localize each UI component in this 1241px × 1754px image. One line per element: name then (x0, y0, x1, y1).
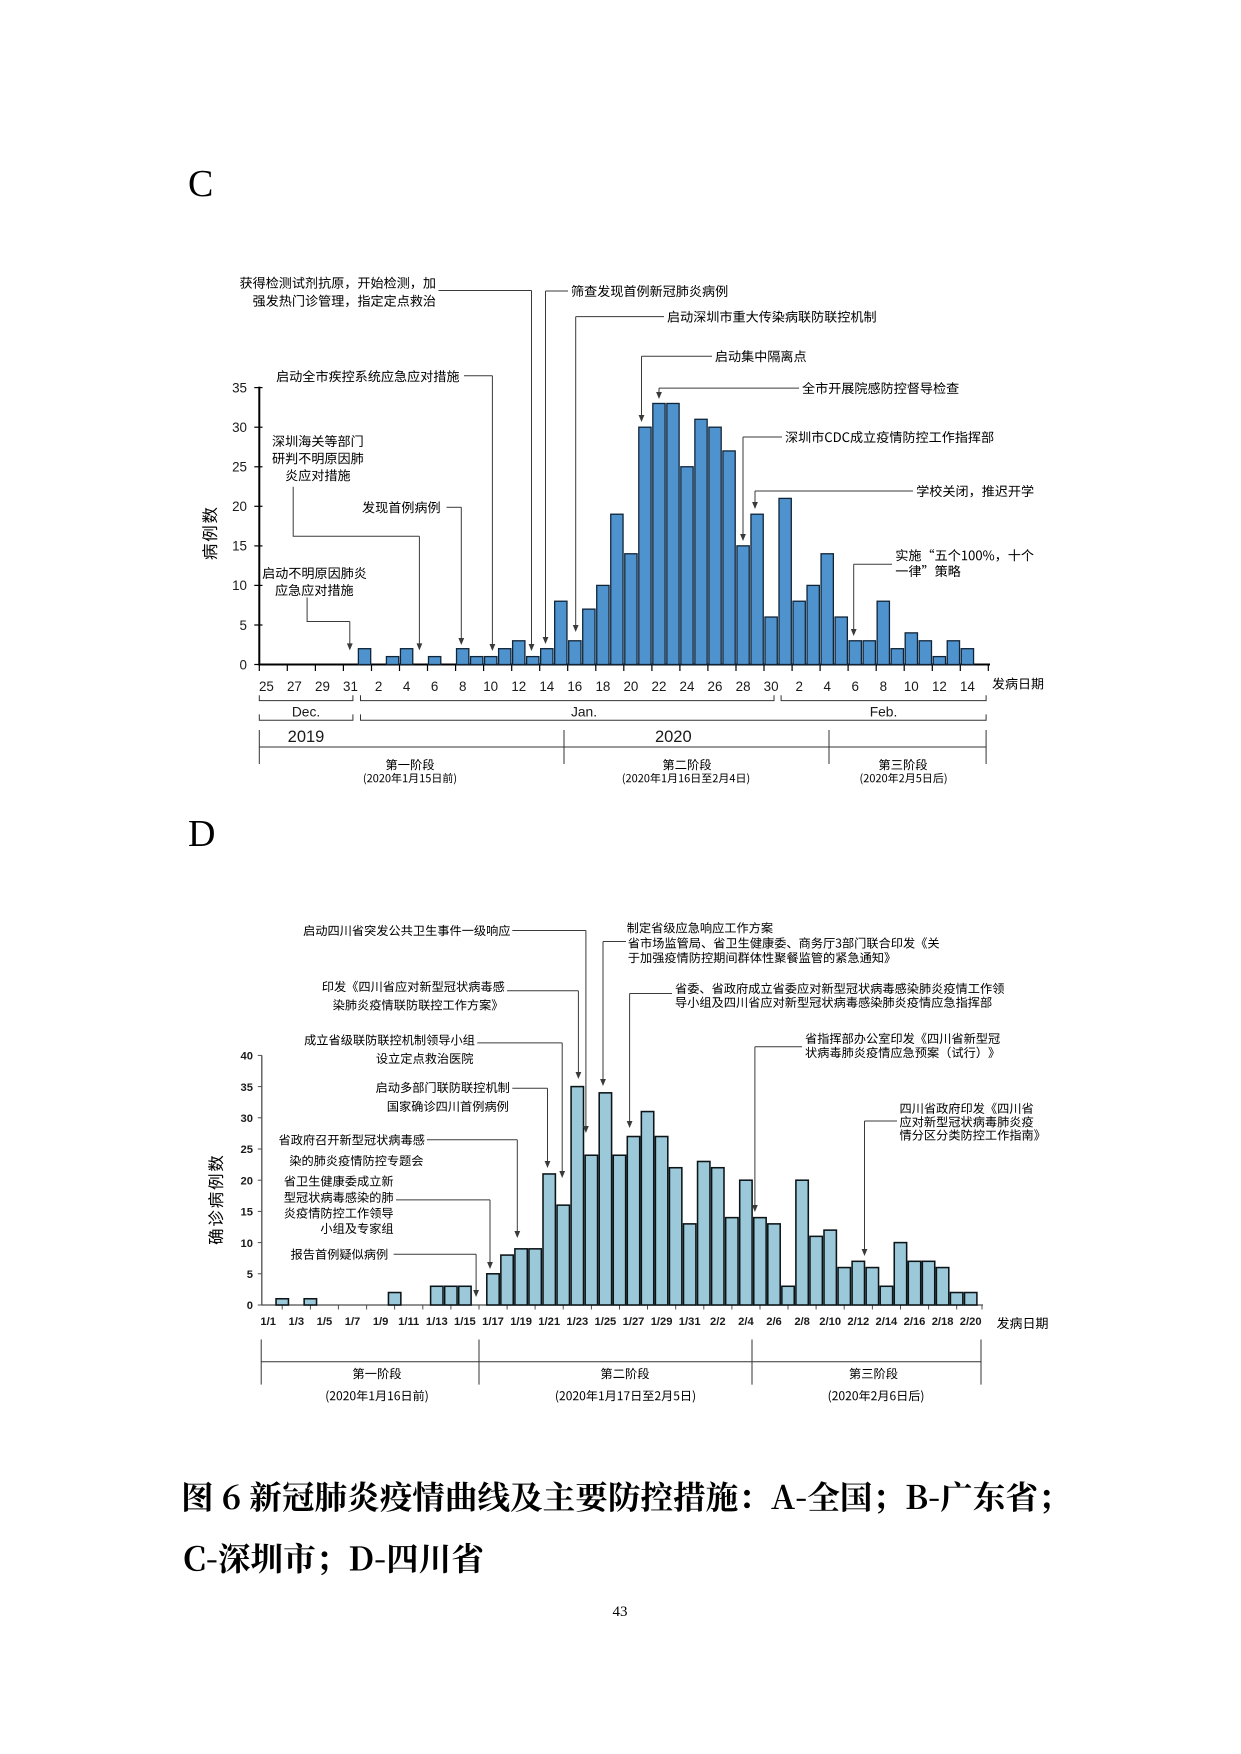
svg-text:Jan.: Jan. (571, 705, 597, 720)
svg-text:1/27: 1/27 (623, 1316, 645, 1328)
svg-text:8: 8 (880, 679, 887, 694)
svg-text:5: 5 (247, 1269, 253, 1281)
svg-text:1/21: 1/21 (538, 1316, 560, 1328)
svg-text:4: 4 (403, 679, 411, 694)
svg-text:30: 30 (241, 1113, 253, 1125)
svg-text:24: 24 (680, 679, 695, 694)
svg-text:2/16: 2/16 (904, 1316, 926, 1328)
svg-text:2/12: 2/12 (847, 1316, 869, 1328)
svg-text:14: 14 (960, 679, 975, 694)
svg-text:C: C (188, 163, 213, 205)
svg-text:1/25: 1/25 (595, 1316, 617, 1328)
svg-text:1/1: 1/1 (260, 1316, 276, 1328)
svg-text:1/13: 1/13 (426, 1316, 448, 1328)
svg-text:2/20: 2/20 (960, 1316, 982, 1328)
svg-text:2/14: 2/14 (876, 1316, 899, 1328)
svg-text:1/9: 1/9 (373, 1316, 389, 1328)
svg-text:1/7: 1/7 (345, 1316, 361, 1328)
svg-text:1/3: 1/3 (289, 1316, 305, 1328)
svg-text:30: 30 (232, 420, 247, 435)
svg-text:20: 20 (232, 499, 247, 514)
svg-text:10: 10 (483, 679, 498, 694)
svg-text:30: 30 (764, 679, 779, 694)
svg-text:1/5: 1/5 (317, 1316, 333, 1328)
svg-text:29: 29 (315, 679, 330, 694)
svg-text:1/15: 1/15 (454, 1316, 476, 1328)
svg-text:Feb.: Feb. (870, 705, 898, 720)
svg-text:10: 10 (241, 1238, 253, 1250)
svg-text:1/31: 1/31 (679, 1316, 701, 1328)
svg-text:6: 6 (851, 679, 858, 694)
svg-text:25: 25 (232, 460, 247, 475)
svg-text:2/2: 2/2 (710, 1316, 726, 1328)
svg-text:26: 26 (708, 679, 723, 694)
svg-text:5: 5 (240, 618, 247, 633)
svg-text:2/6: 2/6 (766, 1316, 782, 1328)
svg-text:16: 16 (567, 679, 582, 694)
svg-text:25: 25 (241, 1144, 253, 1156)
svg-text:2: 2 (375, 679, 382, 694)
svg-text:35: 35 (241, 1082, 253, 1094)
svg-text:12: 12 (511, 679, 526, 694)
svg-text:14: 14 (539, 679, 554, 694)
svg-text:2/8: 2/8 (794, 1316, 810, 1328)
svg-text:1/11: 1/11 (398, 1316, 419, 1328)
svg-text:Dec.: Dec. (292, 705, 320, 720)
svg-text:1/23: 1/23 (566, 1316, 588, 1328)
svg-text:10: 10 (904, 679, 919, 694)
svg-text:4: 4 (823, 679, 831, 694)
svg-text:28: 28 (736, 679, 751, 694)
svg-text:22: 22 (652, 679, 667, 694)
svg-text:27: 27 (287, 679, 302, 694)
svg-text:D: D (188, 813, 215, 855)
svg-text:40: 40 (241, 1051, 253, 1063)
svg-text:12: 12 (932, 679, 947, 694)
svg-text:2019: 2019 (288, 728, 325, 746)
svg-text:15: 15 (232, 539, 247, 554)
svg-text:8: 8 (459, 679, 466, 694)
svg-text:18: 18 (595, 679, 610, 694)
svg-text:31: 31 (343, 679, 358, 694)
svg-text:10: 10 (232, 578, 247, 593)
svg-text:1/19: 1/19 (510, 1316, 532, 1328)
svg-text:2/10: 2/10 (819, 1316, 841, 1328)
svg-text:6: 6 (431, 679, 438, 694)
svg-text:0: 0 (240, 657, 247, 672)
svg-text:2: 2 (795, 679, 802, 694)
svg-text:15: 15 (241, 1207, 253, 1219)
svg-text:0: 0 (247, 1300, 253, 1312)
svg-text:20: 20 (241, 1175, 253, 1187)
svg-text:25: 25 (259, 679, 274, 694)
svg-text:2020: 2020 (655, 728, 692, 746)
svg-text:2/4: 2/4 (738, 1316, 754, 1328)
svg-text:1/17: 1/17 (482, 1316, 504, 1328)
svg-text:1/29: 1/29 (651, 1316, 673, 1328)
svg-text:2/18: 2/18 (932, 1316, 954, 1328)
svg-text:35: 35 (232, 380, 247, 395)
svg-text:43: 43 (613, 1604, 628, 1620)
svg-text:20: 20 (623, 679, 638, 694)
